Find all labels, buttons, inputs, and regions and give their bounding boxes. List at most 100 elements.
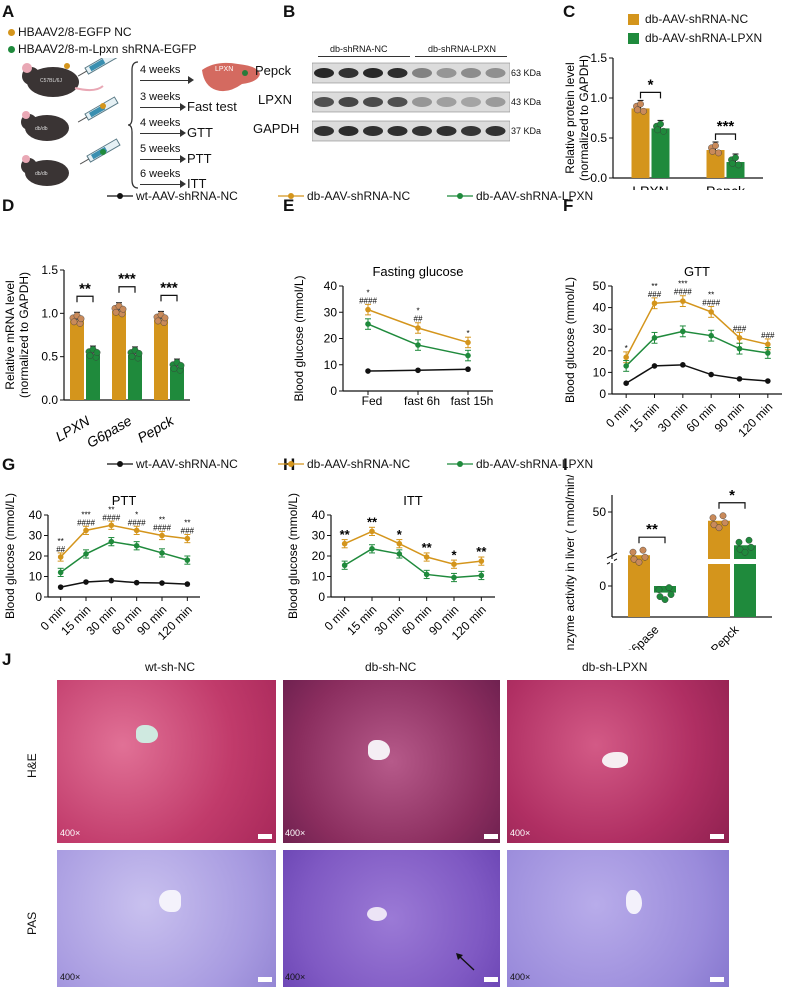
liver-illustration xyxy=(202,62,260,92)
data-point xyxy=(57,584,64,590)
data-point xyxy=(654,126,661,134)
data-point xyxy=(93,349,101,356)
central-vein-he-wt xyxy=(136,725,158,743)
significance-bracket xyxy=(714,133,737,140)
data-point xyxy=(365,368,371,374)
test-fast: Fast test xyxy=(187,99,237,114)
central-vein-pas-db-nc xyxy=(367,907,387,921)
significance-label: *** xyxy=(678,280,687,289)
data-point xyxy=(135,349,143,357)
legend-row3-wt-marker xyxy=(107,461,133,467)
x-tick-label: G6pase xyxy=(622,622,662,650)
x-tick-label: Pepck xyxy=(135,412,178,446)
blot-band xyxy=(387,126,408,136)
panel-label-g: G xyxy=(2,455,16,474)
significance-label: ** xyxy=(159,516,165,525)
data-point xyxy=(154,317,162,325)
data-point xyxy=(629,548,637,556)
histo-pas-db-lpxn xyxy=(507,850,729,987)
data-point xyxy=(735,538,743,546)
arrow-4 xyxy=(140,159,182,161)
legend-c-nc-swatch xyxy=(628,14,639,25)
data-point xyxy=(369,546,375,552)
y-tick-label: 1.5 xyxy=(590,51,607,65)
data-point xyxy=(708,332,714,339)
data-point xyxy=(70,318,78,326)
data-point xyxy=(83,551,89,557)
data-point xyxy=(680,298,686,304)
mag-he-db-nc: 400× xyxy=(285,828,306,838)
data-point xyxy=(623,380,629,386)
arrowhead-1 xyxy=(188,76,194,84)
scale-bar-1 xyxy=(258,834,272,839)
arrowhead-2 xyxy=(180,103,186,111)
y-axis-label: (normalized to GAPDH) xyxy=(17,272,31,398)
arrowhead-5 xyxy=(180,180,186,188)
significance-label: ** xyxy=(367,514,378,529)
chart-i-enzyme-activity: 0 50 Enzyme activity in liver ( nmol/min/m… xyxy=(563,475,772,650)
x-tick-label: fast 6h xyxy=(404,394,440,408)
data-point xyxy=(108,577,115,584)
data-point xyxy=(634,106,641,114)
chart-d-mrna-level: 0.0 0.5 1.0 1.5 Relative mRNA level (normaliz… xyxy=(3,263,190,451)
data-point xyxy=(83,527,89,534)
blot-group-nc-line xyxy=(318,56,410,57)
x-tick-label: 15 min xyxy=(627,400,662,435)
significance-label: ** xyxy=(422,540,433,555)
data-point xyxy=(184,581,191,587)
arrow-indicator-icon xyxy=(456,953,475,971)
data-point xyxy=(710,521,718,529)
y-axis-label: Relative protein level xyxy=(563,62,577,173)
data-point xyxy=(661,596,669,604)
bar xyxy=(86,354,100,400)
test-gtt: GTT xyxy=(187,125,213,140)
central-vein-he-db-nc xyxy=(368,740,390,760)
significance-label: *** xyxy=(717,118,735,135)
blot-band xyxy=(338,97,359,107)
legend-row3-nc: db-AAV-shRNA-NC xyxy=(307,457,411,471)
panel-label-e: E xyxy=(283,196,295,215)
x-tick-label: LPXN xyxy=(632,183,669,190)
significance-label: * xyxy=(729,487,735,504)
y-tick-label: 0.0 xyxy=(590,171,607,185)
data-point xyxy=(630,555,638,563)
y-tick-label: 40 xyxy=(29,508,43,522)
y-tick-label: 20 xyxy=(29,549,43,563)
panel-label-a: A xyxy=(2,2,15,21)
data-point xyxy=(133,542,140,549)
bar xyxy=(651,128,670,178)
significance-label: * xyxy=(451,547,457,562)
significance-label: #### xyxy=(102,513,120,522)
schedule-duration-2: 3 weeks xyxy=(140,91,181,103)
bar xyxy=(170,367,184,400)
series-line xyxy=(60,524,188,558)
central-vein-pas-wt xyxy=(159,890,181,912)
significance-bracket xyxy=(118,286,136,293)
series-line xyxy=(625,330,768,367)
mag-pas-db-lpxn: 400× xyxy=(510,972,531,982)
histo-row-pas: PAS xyxy=(25,911,39,935)
data-point xyxy=(736,345,743,352)
significance-bracket xyxy=(76,295,94,303)
blot-band xyxy=(485,97,506,107)
data-point xyxy=(133,527,140,534)
data-point xyxy=(736,545,744,553)
western-blot-image xyxy=(312,62,510,142)
schedule-duration-1: 4 weeks xyxy=(140,64,181,76)
blot-band xyxy=(485,68,506,78)
scale-bar-6 xyxy=(710,977,724,982)
data-point xyxy=(159,580,165,586)
data-point xyxy=(709,514,717,522)
data-point xyxy=(732,154,739,162)
arrow-3 xyxy=(140,133,182,135)
significance-label: *** xyxy=(81,510,90,519)
x-tick-label: 15 min xyxy=(344,603,379,638)
x-tick-label: Fed xyxy=(362,394,383,408)
chart-title: PTT xyxy=(112,493,137,508)
blot-band xyxy=(436,97,457,107)
y-tick-label: 30 xyxy=(324,305,338,319)
legend-dot-nc xyxy=(8,29,15,36)
chart-e-fasting-glucose: 0 10 20 30 40 Blood glucose (mmol/L) Fasting g… xyxy=(292,264,493,408)
